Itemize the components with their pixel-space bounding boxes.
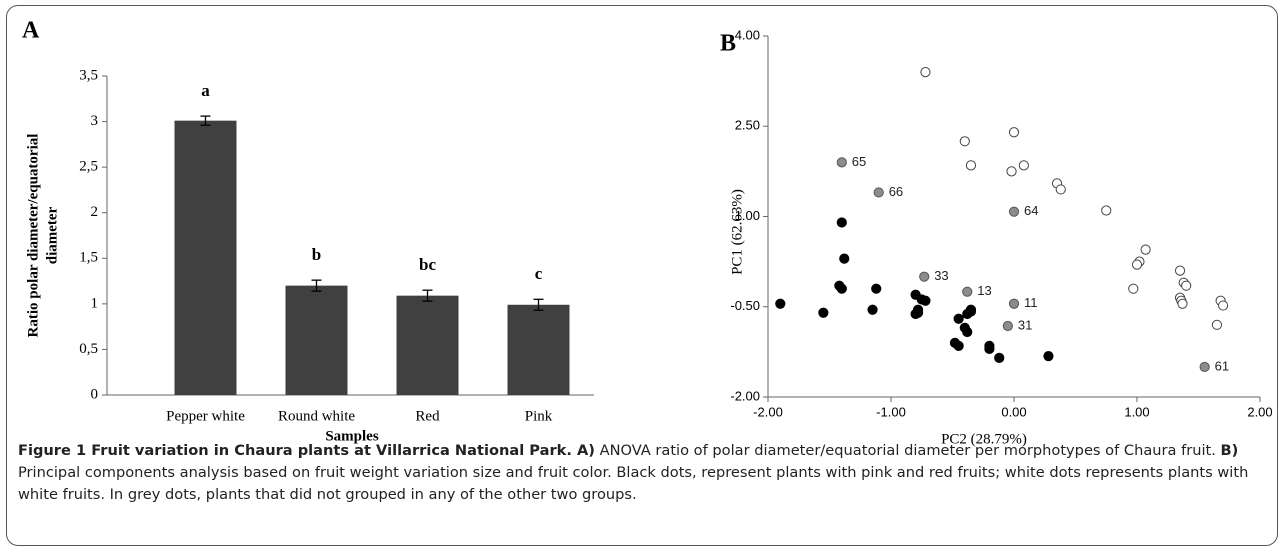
- y-tick-label: 0,5: [79, 341, 98, 357]
- point-label: 66: [889, 184, 903, 199]
- point-label: 64: [1024, 203, 1038, 218]
- point: [1140, 244, 1151, 255]
- point: [953, 313, 964, 324]
- x-tick-label: 2.00: [1247, 404, 1272, 419]
- panel-label: A: [22, 18, 40, 44]
- caption-text: Principal components analysis based on f…: [18, 464, 1249, 503]
- bar: [396, 295, 459, 395]
- point: [839, 253, 850, 264]
- caption-text: ANOVA ratio of polar diameter/equatorial…: [594, 442, 1221, 459]
- point: [873, 187, 884, 198]
- y-tick-label: 2: [91, 204, 99, 220]
- point: [775, 298, 786, 309]
- x-tick-label: Pink: [525, 408, 553, 424]
- point-label: 61: [1215, 358, 1229, 373]
- point: [1008, 206, 1020, 217]
- point-label: 65: [852, 154, 866, 169]
- y-tick-label: 1: [91, 295, 99, 311]
- point: [1181, 280, 1192, 291]
- point-label: 33: [934, 268, 948, 283]
- y-axis-title: diameter: [44, 206, 60, 264]
- x-tick-label: -2.00: [753, 404, 783, 419]
- point: [1055, 184, 1066, 195]
- point: [959, 136, 970, 147]
- point-label: 11: [1024, 295, 1038, 310]
- x-axis-title: Samples: [325, 428, 379, 444]
- point: [994, 352, 1005, 363]
- point: [836, 283, 847, 294]
- y-axis-title: PC1 (62.63%): [729, 189, 745, 275]
- x-tick-label: 1.00: [1124, 404, 1149, 419]
- significance-letter: c: [535, 264, 543, 283]
- point: [1131, 259, 1143, 270]
- point: [818, 307, 829, 318]
- y-tick-label: -0.50: [730, 298, 760, 313]
- x-tick-label: 0.00: [1001, 404, 1026, 419]
- y-tick-label: 3,5: [79, 67, 98, 83]
- point: [919, 271, 930, 282]
- point: [1008, 298, 1020, 309]
- y-tick-label: -2.00: [730, 388, 760, 403]
- figure-frame: [6, 5, 1278, 546]
- point: [920, 295, 931, 306]
- point: [871, 283, 882, 294]
- y-tick-label: 0: [91, 386, 99, 402]
- caption-text: Figure 1 Fruit variation in Chaura plant…: [18, 442, 595, 459]
- caption-text: B): [1220, 442, 1239, 459]
- point-label: 13: [977, 283, 991, 298]
- point-label: 31: [1018, 317, 1032, 332]
- point: [836, 217, 847, 228]
- y-tick-label: 2,5: [79, 159, 98, 175]
- x-tick-label: Red: [415, 408, 440, 424]
- point: [984, 343, 995, 354]
- point: [1128, 283, 1139, 294]
- point: [965, 160, 977, 171]
- point: [965, 304, 977, 315]
- y-tick-label: 4.00: [735, 27, 760, 42]
- x-tick-label: Pepper white: [166, 408, 245, 424]
- y-axis-title: Ratio polar diameter/equatorial: [25, 134, 41, 338]
- point: [1218, 300, 1229, 311]
- point: [910, 308, 921, 320]
- caption: Figure 1 Fruit variation in Chaura plant…: [18, 440, 1270, 506]
- y-tick-label: 1,5: [79, 250, 98, 266]
- y-tick-label: 2.50: [735, 118, 760, 133]
- y-tick-label: 1.00: [735, 208, 760, 223]
- panel-label: B: [720, 31, 736, 57]
- y-tick-label: 3: [91, 113, 99, 129]
- point: [1008, 127, 1020, 138]
- bar: [174, 120, 237, 395]
- point: [1006, 166, 1017, 177]
- significance-letter: bc: [419, 255, 436, 274]
- significance-letter: b: [312, 245, 321, 264]
- x-tick-label: Round white: [278, 408, 355, 424]
- point: [962, 286, 973, 297]
- point: [1199, 361, 1210, 373]
- point: [1174, 265, 1186, 276]
- point: [836, 157, 847, 168]
- point: [1101, 205, 1112, 216]
- point: [867, 304, 878, 315]
- point: [1043, 350, 1054, 362]
- point: [920, 67, 931, 78]
- significance-letter: a: [201, 81, 210, 100]
- point: [953, 340, 964, 351]
- x-tick-label: -1.00: [876, 404, 906, 419]
- bar: [507, 304, 570, 395]
- point: [1002, 320, 1013, 332]
- point: [1211, 319, 1223, 330]
- point: [1018, 160, 1029, 171]
- point: [962, 326, 973, 338]
- bar: [285, 285, 348, 395]
- x-axis-title: PC2 (28.79%): [941, 431, 1027, 447]
- point: [1177, 298, 1188, 309]
